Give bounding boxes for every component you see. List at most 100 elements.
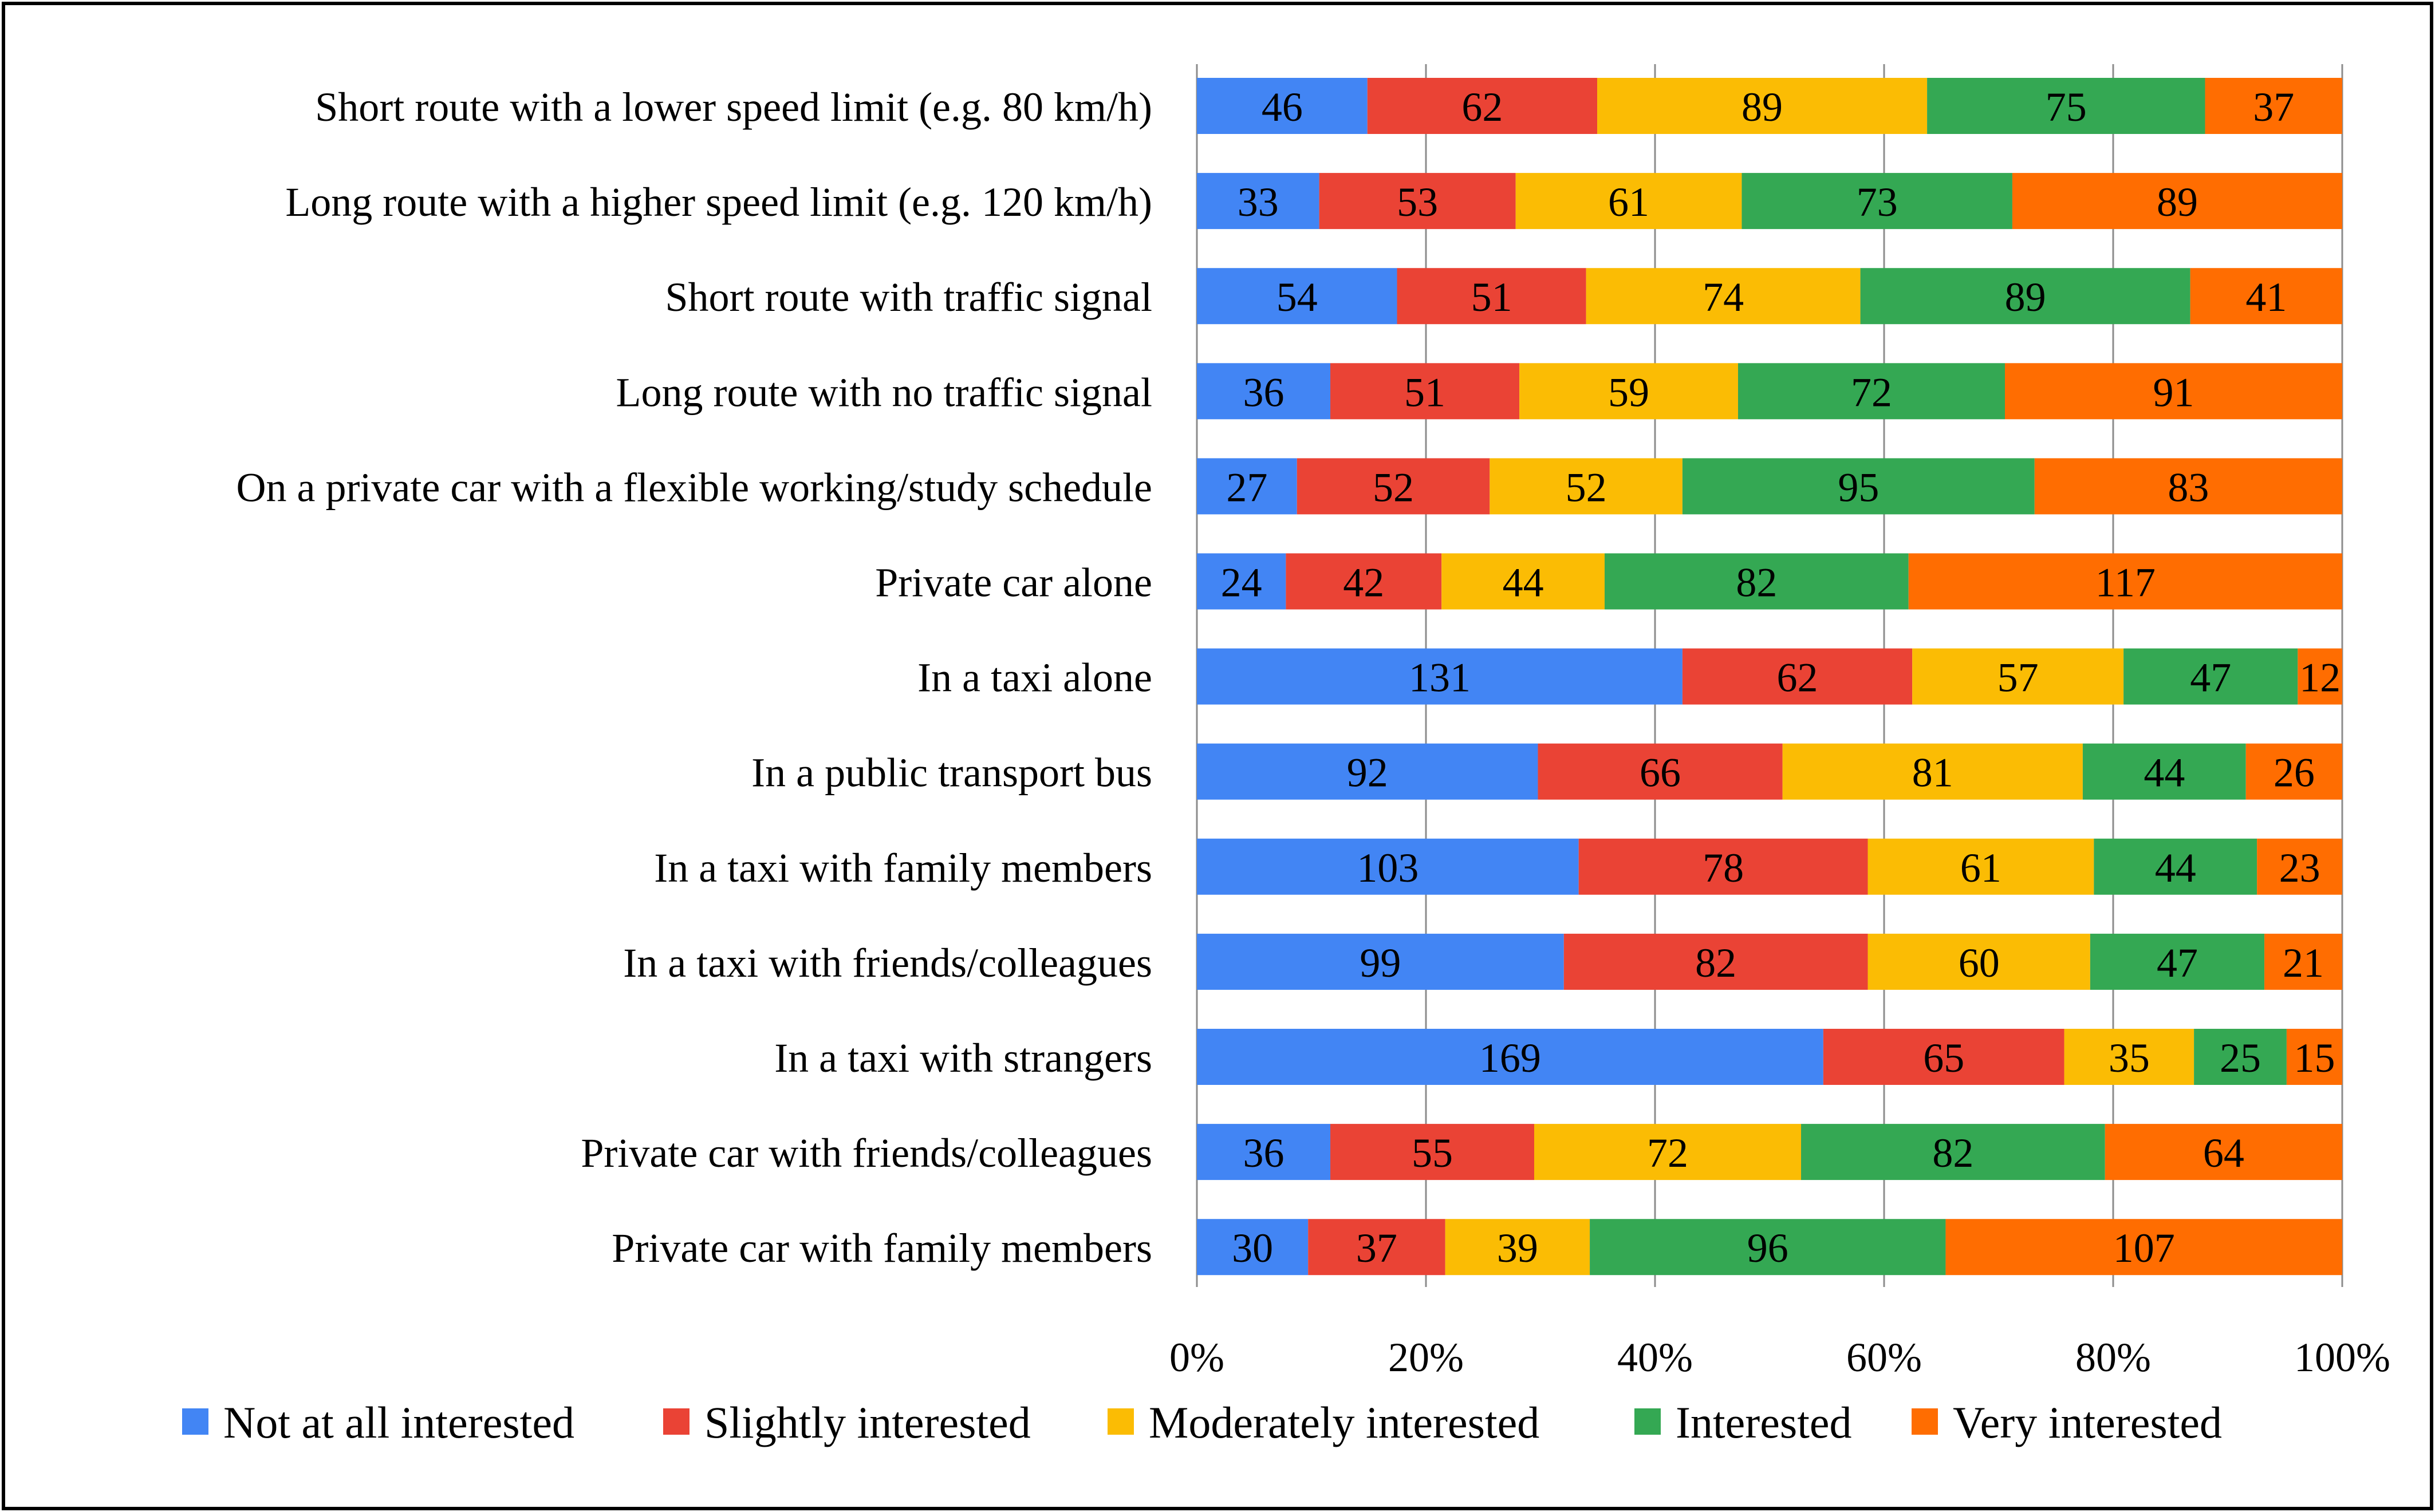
data-label: 60 — [1959, 940, 2000, 986]
category-label: In a public transport bus — [751, 750, 1152, 796]
category-label: On a private car with a flexible working… — [236, 464, 1152, 510]
bar-segment — [2190, 268, 2342, 325]
legend-label: Very interested — [1953, 1397, 2222, 1447]
category-label: Long route with no traffic signal — [616, 369, 1152, 415]
x-tick-label: 40% — [1617, 1335, 1693, 1380]
bar-segment — [1597, 78, 1928, 134]
bar-segment — [1682, 458, 2035, 515]
bar-segment — [2090, 933, 2265, 990]
bar-segment — [2123, 648, 2298, 705]
bar-segment — [2005, 363, 2342, 420]
bar-segment — [1908, 553, 2342, 610]
bar-segment — [1197, 458, 1297, 515]
data-label: 82 — [1932, 1130, 1973, 1176]
data-label: 23 — [2279, 845, 2320, 891]
legend-label: Moderately interested — [1149, 1397, 1539, 1447]
data-label: 46 — [1262, 84, 1303, 130]
data-label: 89 — [1741, 84, 1783, 130]
bar-segment — [1912, 648, 2124, 705]
data-label: 66 — [1640, 750, 1681, 796]
data-label: 95 — [1838, 464, 1879, 510]
bar-segment — [1538, 743, 1783, 800]
bar-segment — [1860, 268, 2190, 325]
data-label: 62 — [1777, 655, 1818, 701]
bar-segment — [1197, 173, 1319, 230]
data-label: 21 — [2283, 940, 2324, 986]
x-tick-label: 80% — [2075, 1335, 2151, 1380]
bar-segment — [1867, 933, 2090, 990]
bar-segment — [1604, 553, 1909, 610]
data-label: 53 — [1397, 179, 1438, 225]
data-label: 52 — [1566, 464, 1607, 510]
x-tick-label: 20% — [1388, 1335, 1464, 1380]
bar-segment — [1563, 933, 1868, 990]
category-label: In a taxi with strangers — [774, 1035, 1152, 1081]
bar-segment — [1197, 268, 1397, 325]
data-label: 47 — [2157, 940, 2198, 986]
data-label: 81 — [1912, 750, 1953, 796]
data-label: 27 — [1226, 464, 1267, 510]
x-tick-label: 0% — [1169, 1335, 1224, 1380]
category-label: Private car alone — [875, 560, 1152, 606]
data-label: 83 — [2168, 464, 2209, 510]
bar-segment — [1741, 173, 2012, 230]
data-label: 47 — [2190, 655, 2231, 701]
data-label: 96 — [1747, 1225, 1788, 1271]
data-label: 51 — [1471, 274, 1512, 320]
category-label: Short route with traffic signal — [665, 274, 1153, 320]
bar-segment — [1197, 648, 1683, 705]
bar-segment — [2094, 838, 2257, 895]
bar-segment — [1682, 648, 1913, 705]
bar-segment — [1330, 1124, 1534, 1181]
data-label: 89 — [2157, 179, 2198, 225]
bar-segment — [1441, 553, 1605, 610]
data-label: 52 — [1373, 464, 1414, 510]
bar-segment — [2245, 743, 2342, 800]
data-label: 64 — [2203, 1130, 2244, 1176]
bar-segment — [1519, 363, 1738, 420]
category-label: Short route with a lower speed limit (e.… — [315, 84, 1152, 130]
bar-segment — [1445, 1219, 1590, 1276]
legend-swatch — [1912, 1408, 1938, 1435]
category-label: Private car with friends/colleagues — [581, 1130, 1152, 1176]
bar-segment — [2205, 78, 2342, 134]
bar-segment — [1308, 1219, 1445, 1276]
data-label: 51 — [1404, 369, 1445, 415]
data-label: 37 — [2253, 84, 2294, 130]
legend-swatch — [1108, 1408, 1134, 1435]
data-label: 72 — [1851, 369, 1892, 415]
x-axis-tick-labels: 0% 20% 40% 60% 80% 100% — [1169, 1335, 2390, 1380]
data-label: 82 — [1736, 560, 1777, 606]
data-label: 35 — [2109, 1035, 2150, 1081]
bar-segment — [1801, 1124, 2105, 1181]
data-label: 44 — [2155, 845, 2196, 891]
data-label: 78 — [1703, 845, 1744, 891]
data-label: 74 — [1703, 274, 1744, 320]
bar-segment — [2286, 1029, 2342, 1085]
bar-segment — [1397, 268, 1586, 325]
data-label: 44 — [1503, 560, 1544, 606]
data-label: 73 — [1857, 179, 1898, 225]
bar-segment — [1286, 553, 1442, 610]
legend-label: Slightly interested — [704, 1397, 1031, 1447]
data-label: 72 — [1647, 1130, 1688, 1176]
bar-segment — [2034, 458, 2342, 515]
category-label: In a taxi alone — [917, 655, 1152, 701]
bar-segment — [1330, 363, 1520, 420]
data-label: 89 — [2005, 274, 2046, 320]
data-label: 59 — [1608, 369, 1649, 415]
data-label: 107 — [2113, 1225, 2175, 1271]
bar-segment — [1319, 173, 1516, 230]
legend: Not at all interested Slightly interested… — [182, 1397, 2222, 1447]
data-label: 54 — [1276, 274, 1318, 320]
bar-segment — [2082, 743, 2246, 800]
bar-segment — [1586, 268, 1861, 325]
bar-segment — [1197, 78, 1368, 134]
data-label: 36 — [1243, 369, 1285, 415]
data-label: 75 — [2046, 84, 2087, 130]
bar-segment — [1590, 1219, 1946, 1276]
data-label: 117 — [2095, 560, 2156, 606]
legend-swatch — [1634, 1408, 1661, 1435]
data-label: 36 — [1243, 1130, 1285, 1176]
